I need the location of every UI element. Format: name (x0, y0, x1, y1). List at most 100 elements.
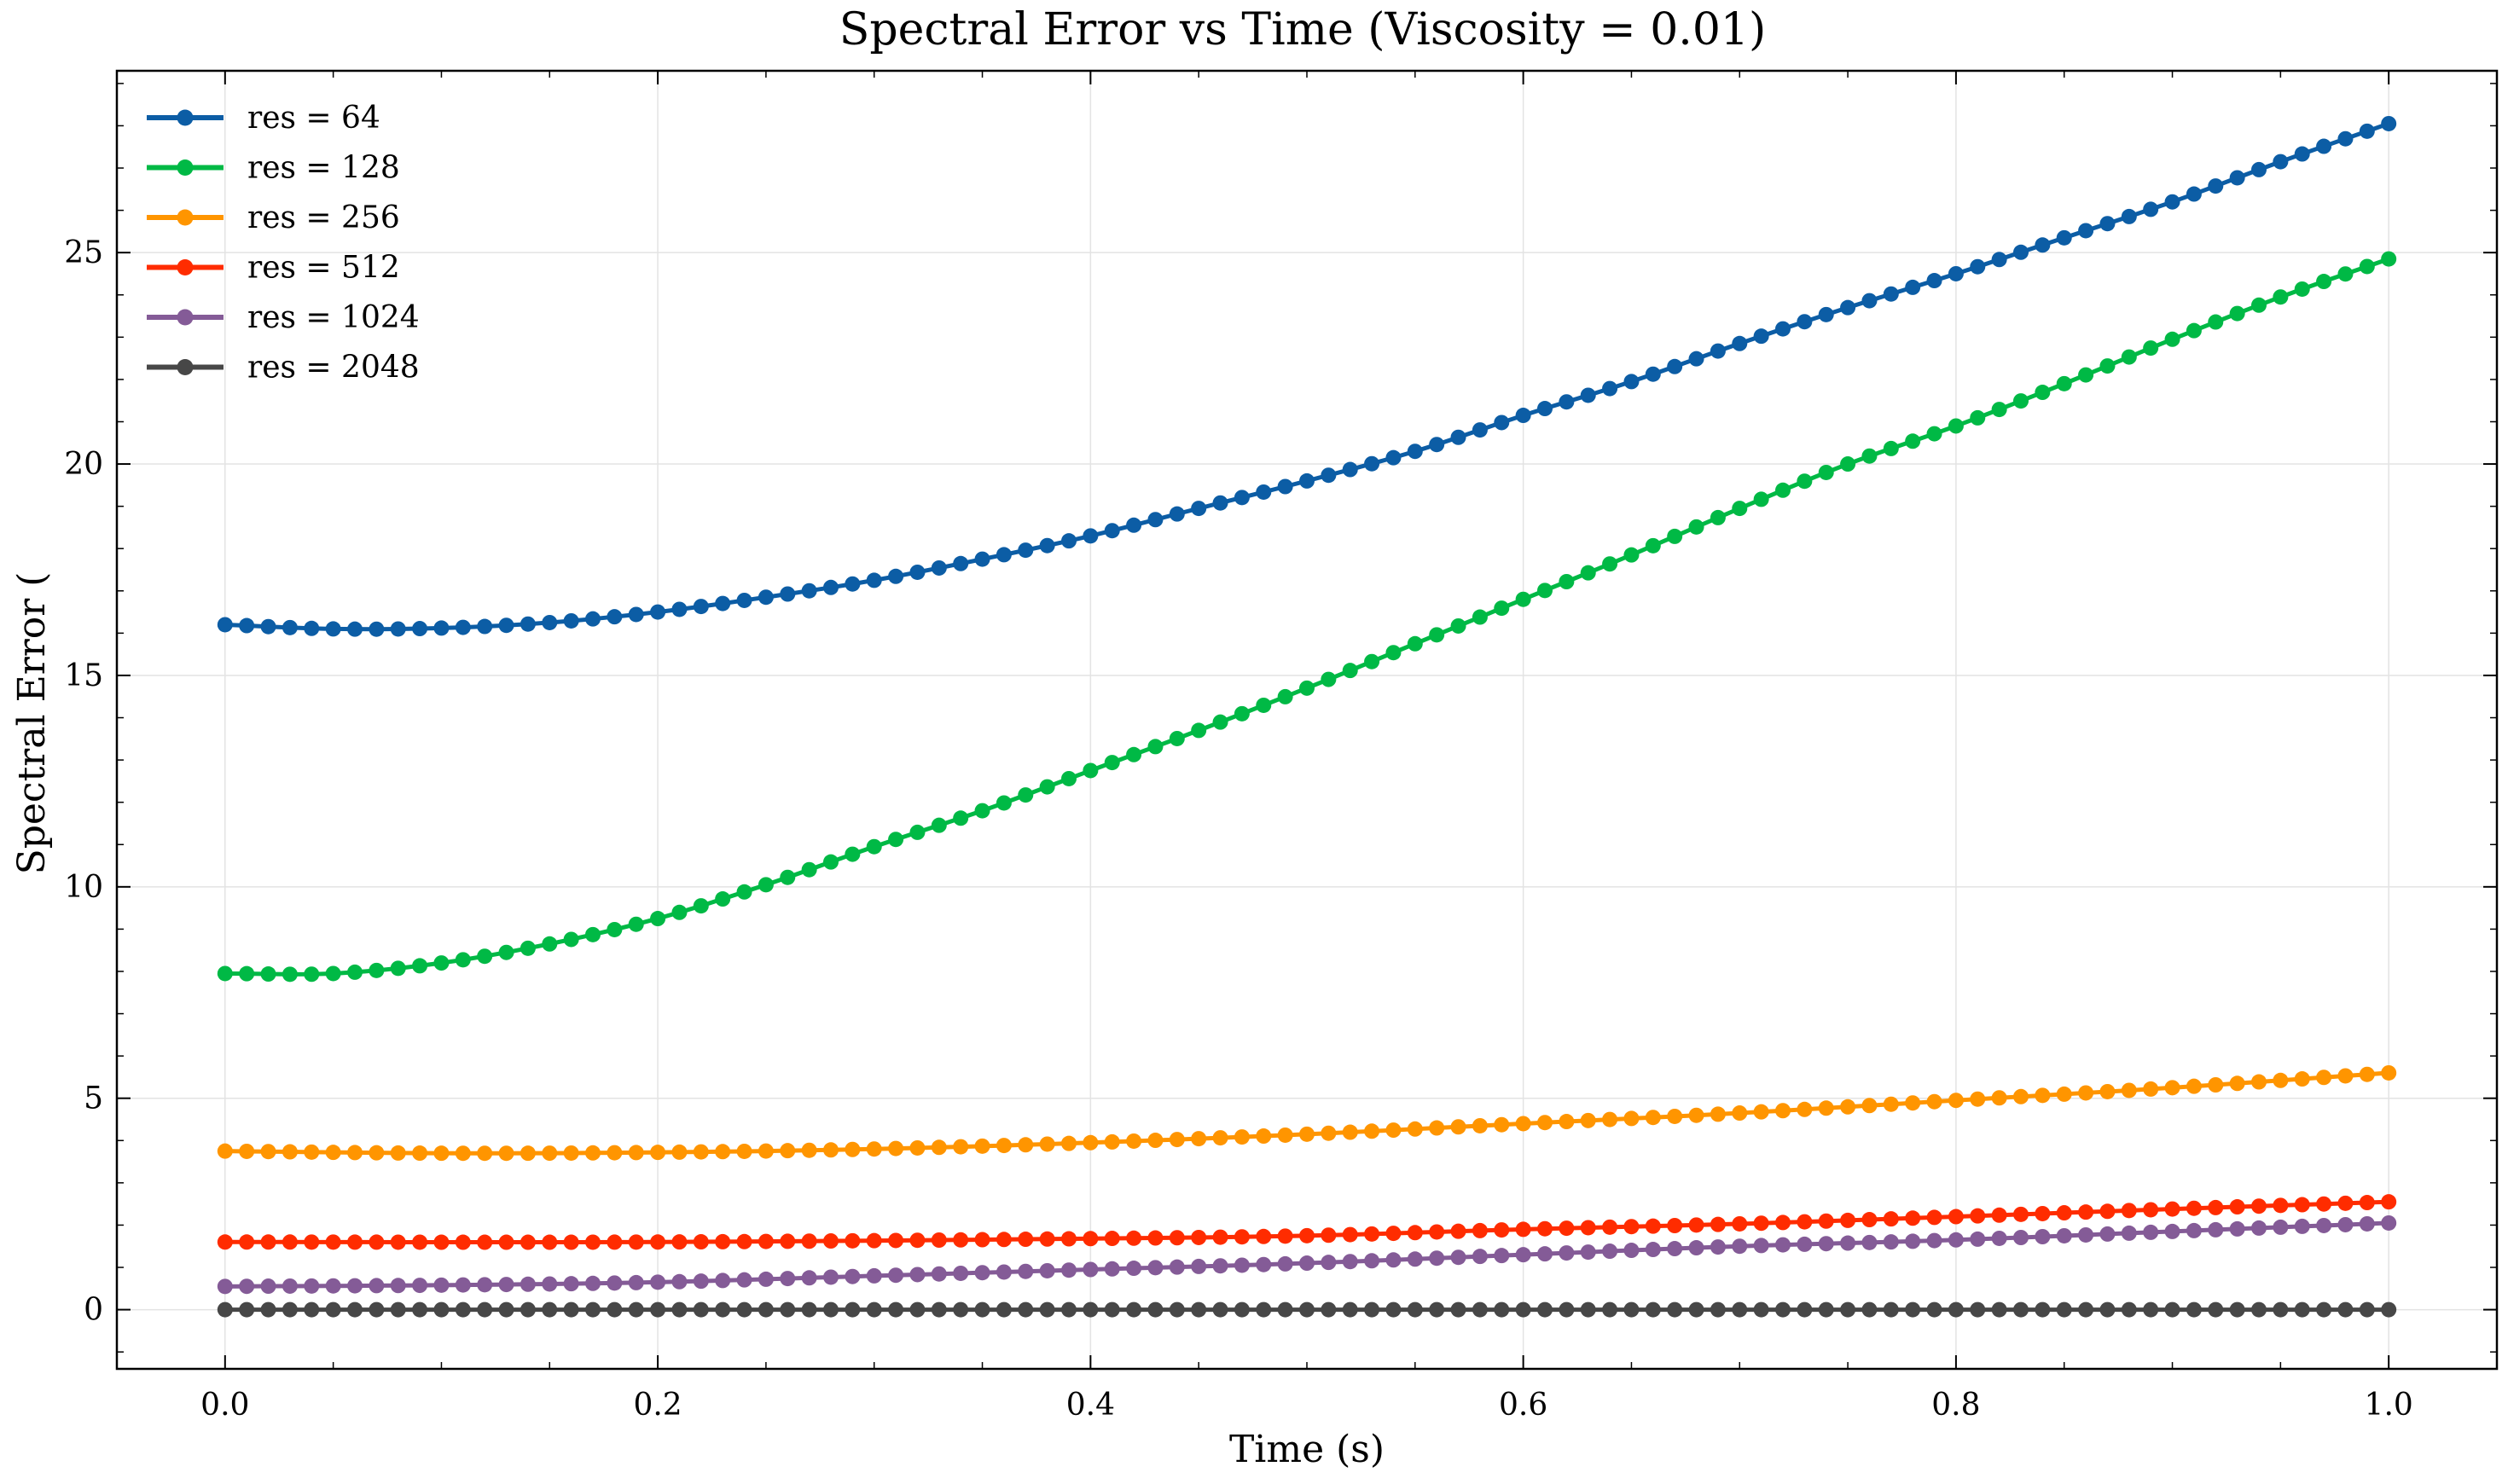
data-point (1385, 645, 1402, 661)
data-point (542, 1301, 558, 1318)
data-point (1018, 1137, 1034, 1153)
data-point (1732, 335, 1748, 351)
data-point (607, 609, 623, 625)
data-point (1018, 1232, 1034, 1248)
data-point (260, 966, 276, 983)
data-point (2359, 1215, 2375, 1232)
series-4 (217, 1214, 2397, 1295)
data-point (304, 1144, 320, 1160)
data-point (1277, 1127, 1293, 1143)
data-point (1018, 1301, 1034, 1318)
data-point (2337, 266, 2354, 282)
data-point (369, 1301, 385, 1318)
data-point (2186, 1200, 2202, 1216)
data-point (888, 832, 904, 848)
data-point (1385, 1122, 1402, 1139)
data-point (1623, 1301, 1640, 1318)
data-point (1732, 1105, 1748, 1122)
data-point (433, 1301, 450, 1318)
data-point (1623, 374, 1640, 390)
data-point (1407, 1225, 1423, 1241)
data-point (1429, 1301, 1445, 1318)
data-point (1147, 1301, 1164, 1318)
data-point (1429, 437, 1445, 453)
y-tick-label: 0 (84, 1293, 103, 1328)
data-point (1710, 1106, 1726, 1122)
data-point (1169, 1230, 1185, 1246)
data-point (390, 1234, 406, 1250)
data-point (2164, 1080, 2180, 1096)
data-point (520, 1276, 536, 1292)
data-point (1645, 1242, 1661, 1258)
data-point (1126, 1261, 1142, 1277)
data-point (823, 579, 839, 595)
data-point (2251, 297, 2267, 313)
data-point (498, 1234, 514, 1250)
data-point (693, 1144, 709, 1160)
data-point (2294, 1197, 2310, 1213)
data-point (2316, 138, 2332, 154)
data-point (1061, 533, 1077, 549)
data-point (1104, 1261, 1120, 1277)
data-point (1905, 1210, 1921, 1226)
data-point (2208, 178, 2224, 194)
data-point (1429, 627, 1445, 643)
data-point (736, 884, 752, 900)
data-point (2099, 1083, 2116, 1099)
data-point (1515, 591, 1531, 607)
legend-item: res = 512 (147, 251, 400, 286)
data-point (1645, 1301, 1661, 1318)
data-point (2316, 1301, 2332, 1318)
data-point (1991, 1301, 2007, 1318)
data-point (1147, 1133, 1164, 1149)
data-point (1104, 523, 1120, 539)
data-point (2078, 1085, 2094, 1101)
data-point (1321, 671, 1337, 687)
data-point (823, 1301, 839, 1318)
legend-label: res = 64 (247, 101, 380, 136)
data-point (520, 1301, 536, 1318)
legend-label: res = 2048 (247, 351, 420, 385)
data-point (1169, 730, 1185, 746)
data-point (1039, 1231, 1055, 1247)
data-point (650, 1274, 666, 1290)
data-point (2186, 1301, 2202, 1318)
data-point (1970, 1301, 1986, 1318)
x-tick-label: 0.4 (1066, 1388, 1115, 1423)
data-point (1342, 1226, 1358, 1243)
data-point (2381, 1064, 2397, 1081)
data-point (477, 948, 493, 965)
legend-label: res = 256 (247, 200, 400, 235)
data-point (2381, 1194, 2397, 1210)
data-point (325, 1301, 341, 1318)
data-point (1494, 414, 1510, 431)
data-point (477, 1301, 493, 1318)
data-point (1926, 1301, 1942, 1318)
data-point (542, 614, 558, 630)
data-point (1580, 1112, 1596, 1128)
legend-swatch-marker (177, 159, 194, 176)
data-point (1537, 1220, 1553, 1237)
data-point (2229, 170, 2245, 186)
data-point (433, 955, 450, 971)
data-point (2013, 1230, 2029, 1245)
data-point (996, 1301, 1012, 1318)
data-point (1256, 697, 1272, 713)
data-point (1797, 1301, 1813, 1318)
data-point (390, 960, 406, 977)
data-point (563, 1301, 579, 1318)
data-point (1970, 1091, 1986, 1107)
data-point (1861, 448, 1878, 464)
data-point (1688, 351, 1704, 367)
data-point (282, 1234, 298, 1250)
data-point (866, 1232, 882, 1249)
data-point (433, 1277, 450, 1293)
data-point (2143, 340, 2159, 357)
data-point (931, 559, 947, 576)
data-point (498, 1301, 514, 1318)
data-point (455, 1234, 471, 1250)
data-point (2381, 1301, 2397, 1318)
data-point (1277, 478, 1293, 495)
legend-item: res = 64 (147, 101, 380, 136)
data-point (628, 916, 644, 932)
